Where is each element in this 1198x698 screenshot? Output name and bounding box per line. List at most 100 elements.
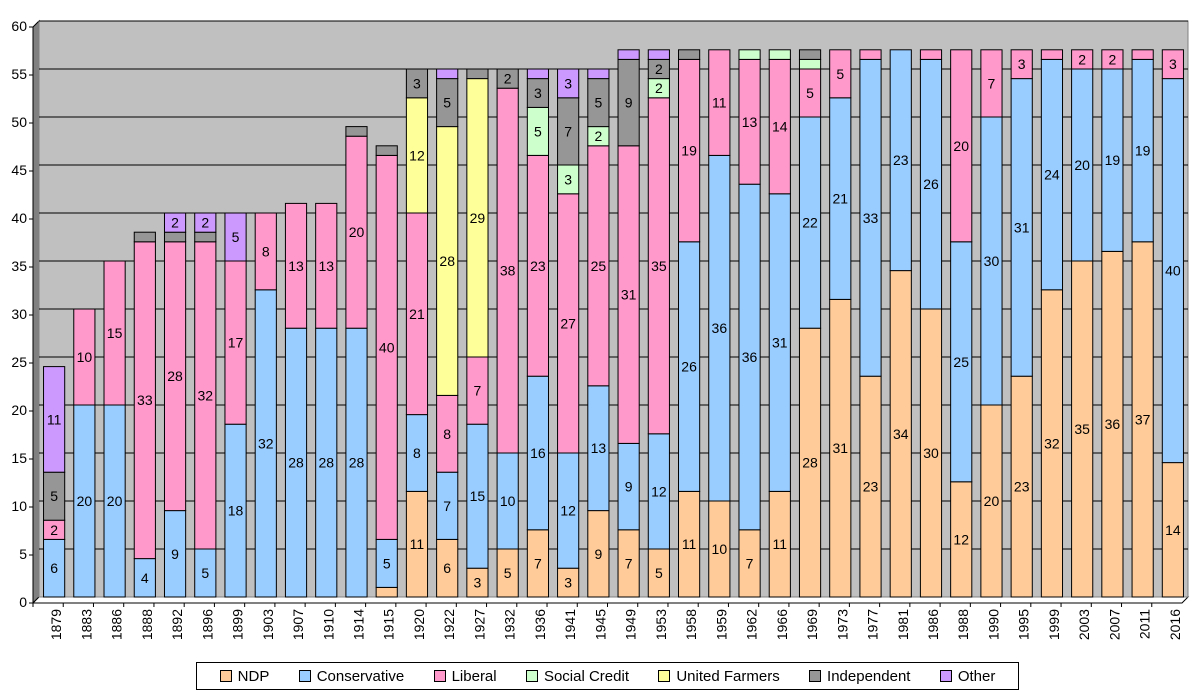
legend-label: Liberal (451, 667, 497, 685)
x-tick-label: 1914 (350, 609, 366, 640)
legend-item: Social Credit (525, 668, 629, 685)
x-tick-label: 1927 (471, 609, 487, 640)
bar-segment (829, 49, 852, 99)
bar-segment (375, 586, 398, 598)
data-label: 31 (772, 335, 788, 351)
data-label: 5 (232, 229, 240, 245)
data-label: 23 (1014, 479, 1030, 495)
x-tick-label: 1888 (139, 609, 155, 640)
data-label: 3 (1169, 56, 1177, 72)
legend-swatch (809, 670, 822, 682)
bar-segment (163, 212, 187, 233)
data-label: 9 (625, 479, 633, 495)
data-label: 10 (712, 541, 728, 557)
bar-segment (466, 68, 489, 80)
data-label: 26 (923, 176, 939, 192)
stacked-bar-chart: 0510152025303540455055606251118792010188… (11, 18, 1190, 640)
data-label: 22 (802, 215, 818, 231)
data-label: 12 (409, 147, 425, 163)
bar-segment (678, 49, 701, 60)
data-label: 25 (953, 354, 969, 370)
bar-segment (1071, 49, 1094, 70)
bar-segment (224, 212, 247, 262)
data-label: 32 (258, 435, 274, 451)
data-label: 11 (410, 536, 425, 552)
data-label: 11 (712, 95, 727, 111)
data-label: 30 (984, 253, 1000, 269)
data-label: 21 (409, 306, 425, 322)
data-label: 30 (923, 445, 939, 461)
bar-segment (738, 49, 761, 60)
data-label: 18 (228, 503, 244, 519)
data-label: 5 (383, 555, 391, 571)
y-tick-label: 45 (11, 162, 27, 178)
data-label: 26 (681, 359, 697, 375)
legend-swatch (433, 670, 446, 682)
bar-segment (43, 366, 66, 473)
data-label: 13 (742, 114, 758, 130)
bar-segment (284, 202, 308, 329)
x-tick-label: 1899 (230, 609, 246, 640)
data-label: 3 (564, 75, 572, 91)
data-label: 15 (107, 325, 123, 341)
bar-segment (889, 49, 912, 272)
bar-segment (617, 49, 640, 60)
x-tick-label: 1981 (895, 609, 911, 640)
data-label: 2 (50, 522, 58, 538)
data-label: 19 (681, 143, 697, 159)
chart-legend: NDP Conservative Liberal Social Credit Unite… (196, 662, 1019, 690)
data-label: 8 (413, 445, 421, 461)
bar-segment (375, 145, 398, 156)
data-label: 3 (413, 75, 421, 91)
bar-segment (1010, 49, 1033, 80)
bar-segment (496, 68, 519, 89)
x-tick-label: 1958 (683, 609, 699, 640)
data-label: 20 (107, 493, 123, 509)
legend-item: United Farmers (658, 668, 780, 685)
data-label: 5 (534, 123, 542, 139)
data-label: 20 (984, 493, 1000, 509)
x-tick-label: 1879 (48, 609, 64, 640)
bar-segment (798, 58, 822, 70)
legend-label: Other (957, 667, 996, 685)
x-tick-label: 2007 (1106, 609, 1122, 640)
bar-segment (587, 68, 610, 80)
x-tick-label: 1990 (985, 609, 1001, 640)
data-label: 9 (625, 95, 633, 111)
data-label: 35 (1074, 421, 1090, 437)
data-label: 5 (504, 565, 512, 581)
bar-segment (980, 49, 1003, 118)
x-tick-label: 1883 (78, 609, 94, 640)
data-label: 28 (288, 455, 304, 471)
data-label: 38 (500, 263, 516, 279)
x-tick-label: 1922 (441, 609, 457, 640)
data-label: 5 (594, 95, 602, 111)
data-label: 36 (742, 349, 758, 365)
legend-swatch (939, 670, 952, 682)
data-label: 34 (893, 426, 909, 442)
bar-segment (73, 308, 96, 406)
data-label: 13 (591, 440, 607, 456)
data-label: 20 (1074, 157, 1090, 173)
data-label: 7 (625, 555, 633, 571)
data-label: 4 (141, 570, 149, 586)
data-label: 13 (288, 258, 304, 274)
x-tick-label: 1969 (804, 609, 820, 640)
data-label: 33 (863, 210, 879, 226)
legend-label: Independent (827, 667, 911, 685)
data-label: 21 (832, 191, 848, 207)
bar-segment (647, 49, 670, 60)
x-tick-label: 2016 (1167, 609, 1183, 640)
data-label: 2 (594, 128, 602, 144)
data-label: 9 (171, 546, 179, 562)
data-label: 19 (1135, 143, 1151, 159)
data-label: 29 (470, 210, 486, 226)
data-label: 7 (534, 555, 542, 571)
bar-segment (919, 49, 943, 60)
x-tick-label: 1920 (411, 609, 427, 640)
legend-item: NDP (219, 668, 269, 685)
data-label: 37 (1135, 411, 1151, 427)
x-tick-label: 1886 (109, 609, 125, 640)
data-label: 5 (806, 85, 814, 101)
data-label: 17 (228, 335, 244, 351)
